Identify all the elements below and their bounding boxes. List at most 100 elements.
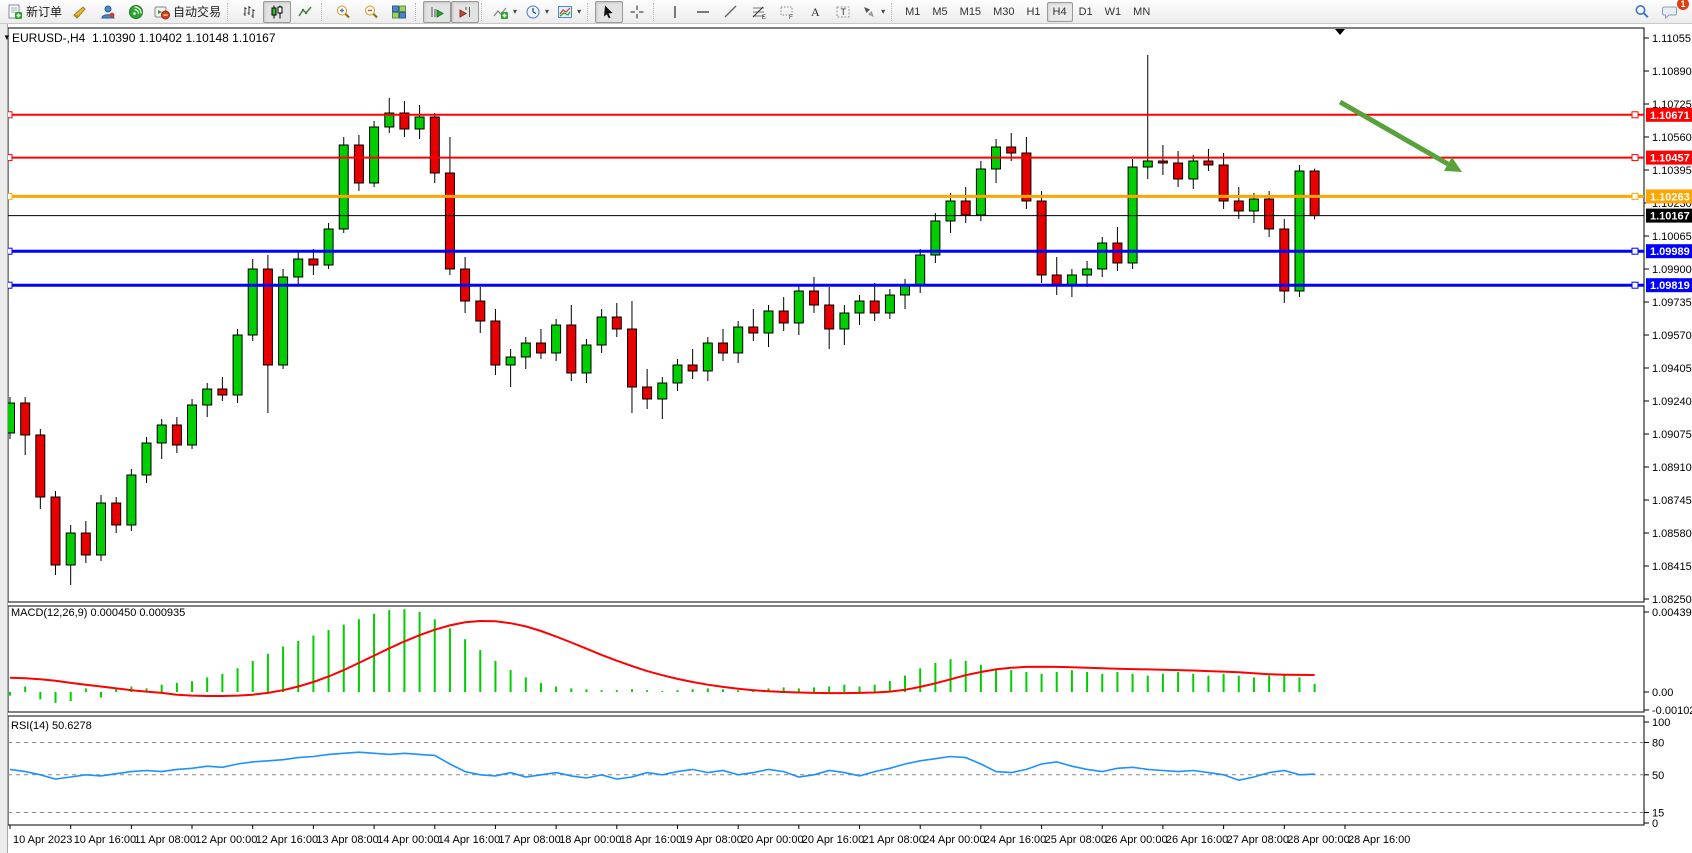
cursor-button[interactable]	[595, 0, 624, 23]
candles-layer	[5, 55, 1320, 585]
candlestick-chart-button[interactable]	[263, 0, 292, 23]
line-chart-button[interactable]	[291, 1, 319, 23]
svg-text:1.10167: 1.10167	[1650, 211, 1690, 223]
crosshair-icon	[630, 5, 644, 18]
text-button[interactable]: A	[801, 1, 829, 23]
chart-shift-icon	[459, 6, 471, 18]
tile-windows-button[interactable]	[385, 1, 413, 23]
timeframe-button-M15[interactable]: M15	[959, 5, 982, 18]
line-chart-icon	[298, 6, 312, 16]
time-tick-label: 12 Apr 16:00	[256, 834, 318, 846]
timeframe-button-D1[interactable]: D1	[1078, 5, 1093, 18]
time-tick-label: 11 Apr 08:00	[134, 834, 196, 846]
chart-canvas[interactable]: 1.11055 1.10890 1.10725 1.10560 1.10395 1.102…	[0, 24, 1692, 853]
macd-pane[interactable]	[7, 605, 1645, 713]
price-tick-label: 1.11055	[1652, 33, 1691, 45]
price-tick-label: 1.09405	[1652, 363, 1692, 375]
time-tick-label: 17 Apr 08:00	[498, 834, 560, 846]
signals-button[interactable]	[94, 1, 122, 23]
toolbar-separator	[587, 2, 592, 21]
arrows-dropdown-arrow[interactable]: ▾	[881, 7, 886, 16]
templates-button[interactable]: ▾	[553, 1, 585, 23]
bar-chart-button[interactable]	[235, 1, 263, 23]
vertical-line-button[interactable]	[661, 1, 689, 23]
arrows-icon	[864, 6, 875, 17]
search-button[interactable]	[1628, 1, 1656, 23]
horizontal-line-button[interactable]	[689, 1, 717, 23]
candlestick-chart-icon	[271, 5, 283, 18]
price-tick-label: 1.09900	[1652, 264, 1692, 276]
crosshair-button[interactable]	[623, 1, 651, 23]
rsi-axis[interactable]: 100 80 50 150	[1644, 717, 1670, 830]
rsi-tick-label: 15	[1652, 808, 1664, 820]
hline-handle-right[interactable]	[1631, 281, 1639, 289]
timeframe-button-M1[interactable]: M1	[905, 5, 921, 18]
arrows-button[interactable]: ▾	[857, 1, 889, 23]
hline-handle-right[interactable]	[1631, 111, 1639, 119]
toolbar-right-group: 1	[1628, 0, 1689, 23]
fibonacci-button[interactable]: E	[745, 1, 773, 23]
trendline-button[interactable]	[717, 1, 745, 23]
timeframe-button-H4[interactable]: H4	[1046, 1, 1073, 22]
auto-scroll-button[interactable]	[423, 0, 452, 23]
toolbar-separator	[415, 2, 420, 21]
notifications-button[interactable]: 1	[1656, 0, 1689, 23]
templates-dropdown-arrow[interactable]: ▾	[577, 7, 582, 16]
timeframe-group: M1 M5 M15 M30 H1 H4 D1 W1 MN	[899, 1, 1156, 22]
time-tick-label: 28 Apr 16:00	[1348, 834, 1410, 846]
price-tick-label: 1.08415	[1652, 561, 1692, 573]
time-tick-label: 10 Apr 2023	[13, 834, 72, 846]
time-tick-label: 25 Apr 08:00	[1045, 834, 1107, 846]
time-tick-label: 24 Apr 16:00	[984, 834, 1046, 846]
price-tick-label: 1.09075	[1652, 429, 1692, 441]
hline-handle-right[interactable]	[1631, 154, 1639, 162]
price-level-label-1.10457: 1.10457	[1646, 150, 1692, 165]
window-menu-icon[interactable]: ▼	[3, 33, 11, 42]
macd-axis[interactable]: 0.004393 0.00 -0.001021	[1644, 607, 1692, 717]
new-order-button[interactable]: 新订单	[3, 1, 66, 23]
time-tick-label: 26 Apr 00:00	[1105, 834, 1167, 846]
notification-badge: 1	[1677, 0, 1689, 10]
rsi-pane[interactable]	[7, 715, 1645, 826]
vertical-line-icon	[674, 5, 676, 18]
indicators-button[interactable]: ▾	[489, 1, 521, 23]
rsi-tick-label: 80	[1652, 738, 1664, 750]
price-tick-label: 1.10560	[1652, 132, 1692, 144]
timeframe-button-MN[interactable]: MN	[1133, 5, 1151, 18]
news-icon	[129, 4, 144, 19]
time-tick-label: 13 Apr 08:00	[316, 834, 378, 846]
news-button[interactable]	[122, 1, 150, 23]
trend-arrow-annotation[interactable]	[1338, 99, 1462, 172]
zoom-in-button[interactable]	[329, 1, 357, 23]
indicators-dropdown-arrow[interactable]: ▾	[513, 7, 518, 16]
periods-dropdown-arrow[interactable]: ▾	[545, 7, 550, 16]
tile-windows-icon	[392, 5, 407, 18]
price-level-label-1.09989: 1.09989	[1646, 244, 1692, 259]
chart-shift-marker[interactable]	[1335, 29, 1345, 35]
auto-trading-button[interactable]: 自动交易	[150, 1, 225, 23]
time-tick-label: 19 Apr 08:00	[681, 834, 743, 846]
zoom-out-button[interactable]	[357, 1, 385, 23]
zoom-out-icon	[365, 5, 378, 18]
svg-text:A: A	[811, 5, 820, 19]
time-tick-label: 28 Apr 00:00	[1287, 834, 1349, 846]
price-axis[interactable]: 1.110551.108901.107251.105601.103951.102…	[1644, 33, 1692, 606]
price-level-label-1.09819: 1.09819	[1646, 278, 1692, 293]
time-tick-label: 24 Apr 00:00	[923, 834, 985, 846]
text-label-button[interactable]: T	[829, 1, 857, 23]
market-button[interactable]	[66, 1, 94, 23]
channel-button[interactable]: F	[773, 1, 801, 23]
hline-handle-right[interactable]	[1631, 247, 1639, 255]
periods-button[interactable]: ▾	[521, 1, 553, 23]
chart-shift-button[interactable]	[451, 0, 480, 23]
toolbar-separator	[653, 2, 658, 21]
timeframe-button-H1[interactable]: H1	[1026, 5, 1041, 18]
hline-handle-right[interactable]	[1631, 192, 1639, 200]
timeframe-button-W1[interactable]: W1	[1104, 5, 1122, 18]
chart-window[interactable]: 1.11055 1.10890 1.10725 1.10560 1.10395 1.102…	[0, 24, 1692, 853]
timeframe-button-M5[interactable]: M5	[932, 5, 948, 18]
price-tick-label: 1.09240	[1652, 396, 1692, 408]
timeframe-button-M30[interactable]: M30	[993, 5, 1015, 18]
